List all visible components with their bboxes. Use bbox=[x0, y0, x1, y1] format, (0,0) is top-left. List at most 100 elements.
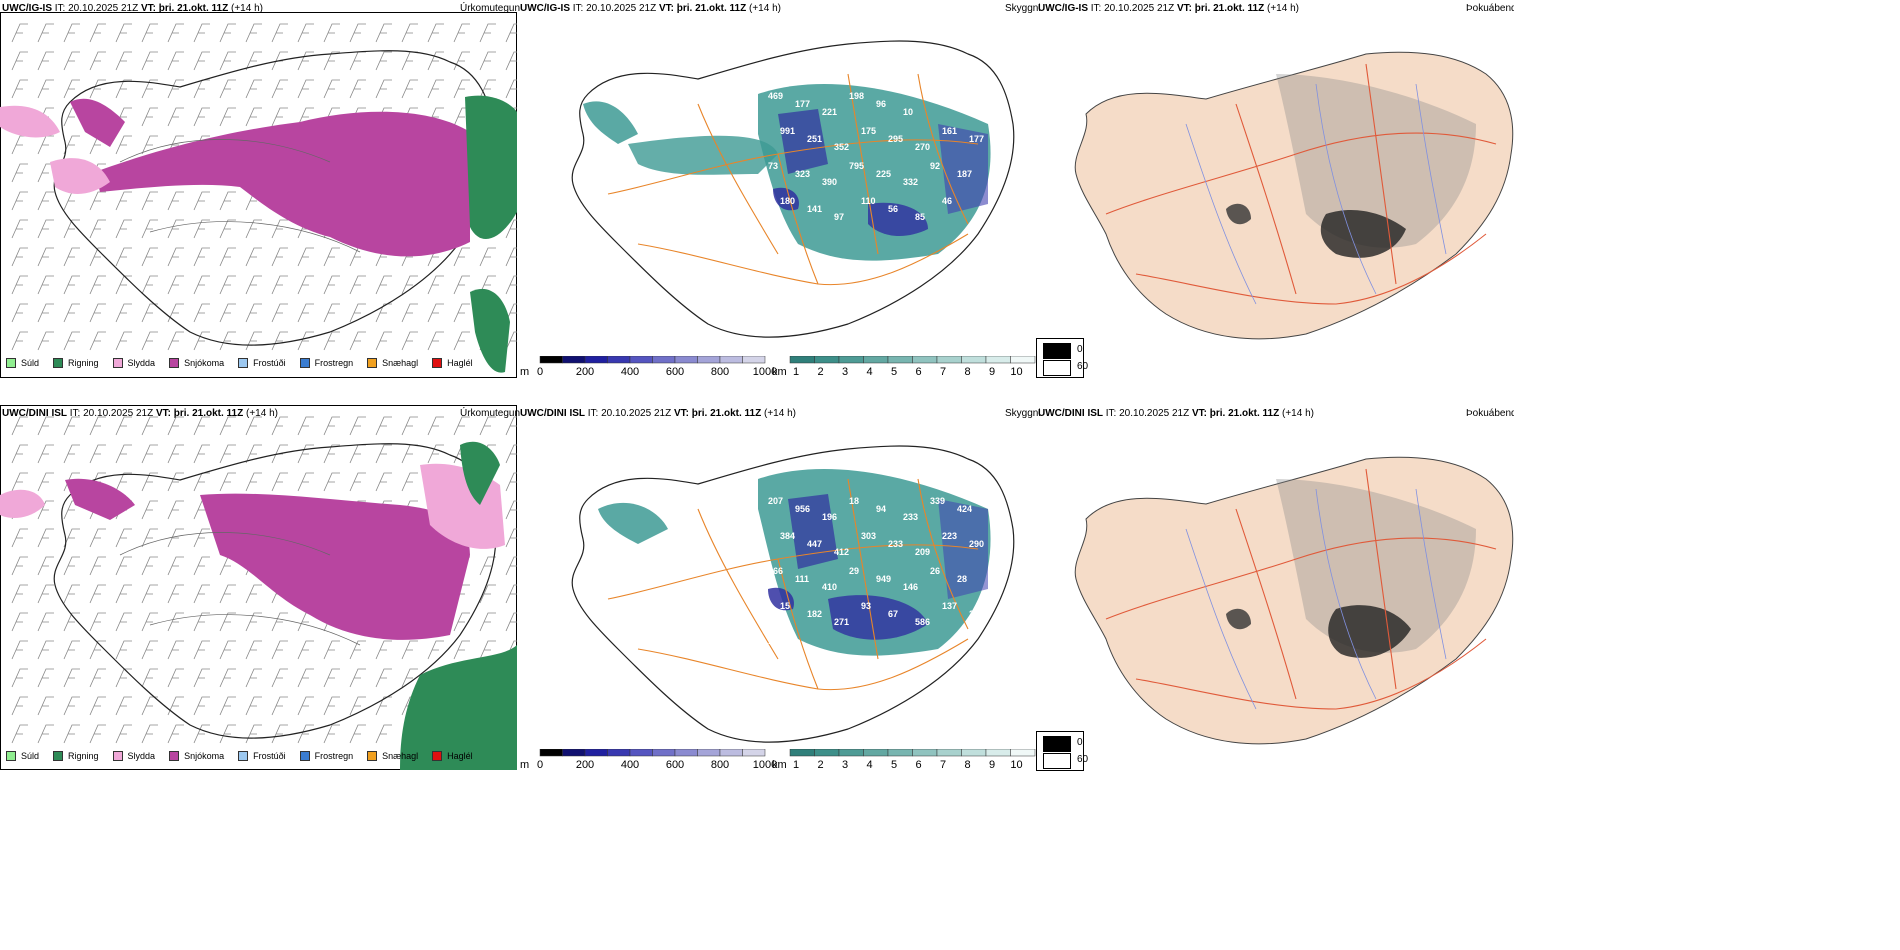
visibility-tick: 2 bbox=[817, 366, 824, 378]
wind-barb bbox=[37, 500, 54, 520]
wind-barb bbox=[167, 724, 184, 744]
wind-barb bbox=[115, 331, 132, 351]
cloud-base-value: 332 bbox=[903, 177, 918, 187]
height-bar-segment bbox=[697, 356, 721, 364]
wind-barb bbox=[167, 23, 184, 43]
wind-barb bbox=[167, 668, 184, 688]
height-bar-segment bbox=[584, 749, 608, 757]
wind-barb bbox=[193, 416, 210, 436]
wind-barb bbox=[63, 135, 80, 155]
wind-barb bbox=[63, 416, 80, 436]
fog-swatch-white bbox=[1043, 753, 1071, 769]
cloud-base-value: 157 bbox=[768, 636, 783, 646]
wind-barb bbox=[245, 640, 262, 660]
wind-barb bbox=[115, 219, 132, 239]
height-unit: m bbox=[520, 759, 530, 771]
height-bar-segment bbox=[652, 749, 676, 757]
legend-swatch bbox=[112, 751, 123, 761]
cloud-base-value: 390 bbox=[822, 177, 837, 187]
wind-barb bbox=[193, 331, 210, 351]
height-bar-segment bbox=[607, 356, 631, 364]
cloud-base-value: 233 bbox=[903, 512, 918, 522]
wind-barb bbox=[167, 331, 184, 351]
precip-map bbox=[0, 23, 517, 373]
wind-barb bbox=[323, 668, 340, 688]
precip-legend: Súld Rigning Slydda Snjókoma Frostúði Frostre… bbox=[0, 751, 481, 761]
wind-barb bbox=[505, 500, 517, 520]
fog-legend: 0 60 bbox=[1036, 338, 1088, 378]
wind-barb bbox=[479, 556, 496, 576]
legend-swatch bbox=[238, 358, 249, 368]
wind-barb bbox=[297, 79, 314, 99]
wind-barb bbox=[115, 23, 132, 43]
wind-barb bbox=[167, 275, 184, 295]
wind-barb bbox=[479, 79, 496, 99]
cloud-base-value: 26 bbox=[930, 566, 940, 576]
wind-barb bbox=[271, 23, 288, 43]
wind-barb bbox=[141, 640, 158, 660]
wind-barb bbox=[427, 331, 444, 351]
legend-item: Rigning bbox=[53, 358, 99, 368]
wind-barb bbox=[401, 331, 418, 351]
wind-barb bbox=[11, 247, 28, 267]
cloud-base-value: 177 bbox=[795, 99, 810, 109]
height-unit: m bbox=[520, 366, 530, 378]
wind-barb bbox=[427, 51, 444, 71]
wind-barb bbox=[115, 696, 132, 716]
wind-barb bbox=[219, 724, 236, 744]
wind-barb bbox=[375, 444, 392, 464]
wind-barb bbox=[115, 247, 132, 267]
wind-barb bbox=[115, 556, 132, 576]
legend-item: Snjókoma bbox=[169, 751, 224, 761]
legend-item: Súld bbox=[6, 358, 39, 368]
height-tick: 400 bbox=[620, 366, 640, 378]
map-frame bbox=[0, 405, 517, 770]
wind-barb bbox=[479, 247, 496, 267]
wind-barb bbox=[219, 51, 236, 71]
height-colorbar: m 0 200 400 600 800 1000 bbox=[518, 749, 777, 771]
cloud-base-value: 290 bbox=[969, 539, 984, 549]
wind-barb bbox=[37, 584, 54, 604]
panel-header: UWC/DINI ISL IT: 20.10.2025 21Z VT: þri.… bbox=[520, 408, 796, 419]
wind-barb bbox=[479, 275, 496, 295]
wind-barb bbox=[349, 275, 366, 295]
wind-barb bbox=[63, 724, 80, 744]
wind-barb bbox=[375, 275, 392, 295]
height-tick: 400 bbox=[620, 759, 640, 771]
wind-barb bbox=[427, 23, 444, 43]
wind-barb bbox=[167, 107, 184, 127]
wind-barb bbox=[375, 331, 392, 351]
wind-barb bbox=[453, 303, 470, 323]
fog-map bbox=[1074, 456, 1514, 745]
visibility-bar-segment bbox=[887, 356, 913, 364]
wind-barb bbox=[219, 23, 236, 43]
cloud-base-value: 233 bbox=[888, 539, 903, 549]
wind-barb bbox=[141, 79, 158, 99]
cloud-base-value: 56 bbox=[888, 204, 898, 214]
height-tick: 1000 bbox=[752, 366, 778, 378]
wind-barb bbox=[89, 79, 106, 99]
wind-barb bbox=[453, 79, 470, 99]
cloud-base-value: 209 bbox=[915, 547, 930, 557]
legend-label: Slydda bbox=[127, 358, 156, 368]
wind-barb bbox=[193, 23, 210, 43]
legend-swatch bbox=[6, 358, 16, 368]
wind-barb bbox=[89, 331, 106, 351]
wind-barb bbox=[297, 247, 314, 267]
wind-barb bbox=[141, 191, 158, 211]
panel-title: Úrkomutegund bbox=[460, 3, 520, 14]
wind-barb bbox=[193, 640, 210, 660]
wind-barb bbox=[115, 584, 132, 604]
wind-barb bbox=[401, 640, 418, 660]
cloud-base-value: 221 bbox=[822, 107, 837, 117]
cloud-base-value: 175 bbox=[861, 126, 876, 136]
cloud-base-value: 73 bbox=[768, 161, 778, 171]
panel-title: Þokuábendi bbox=[1466, 408, 1514, 419]
wind-barb bbox=[89, 668, 106, 688]
legend-swatch bbox=[299, 751, 310, 761]
wind-barb bbox=[37, 247, 54, 267]
visibility-tick: 3 bbox=[841, 366, 849, 378]
wind-barb bbox=[349, 23, 366, 43]
cloud-base-value: 166 bbox=[768, 566, 783, 576]
height-tick: 0 bbox=[536, 366, 544, 378]
